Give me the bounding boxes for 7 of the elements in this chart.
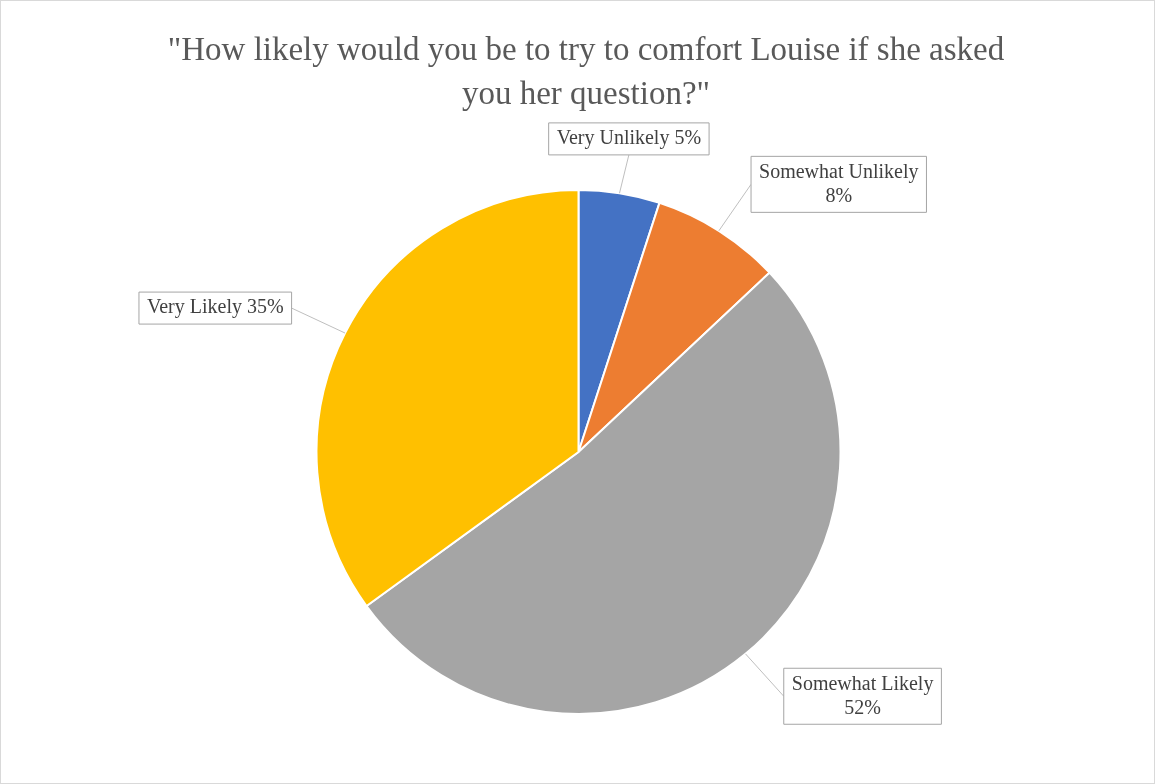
slice-label: Somewhat Unlikely bbox=[759, 159, 919, 183]
chart-title: "How likely would you be to try to comfort Louise if she asked you her question?" bbox=[166, 30, 1006, 113]
data-label: 52% bbox=[844, 695, 881, 718]
data-label: 8% bbox=[825, 183, 853, 206]
slice-label: Very Likely 35% bbox=[146, 295, 284, 319]
slice-label: Very Unlikely 5% bbox=[556, 126, 702, 150]
slice-label: Somewhat Likely bbox=[791, 671, 934, 695]
